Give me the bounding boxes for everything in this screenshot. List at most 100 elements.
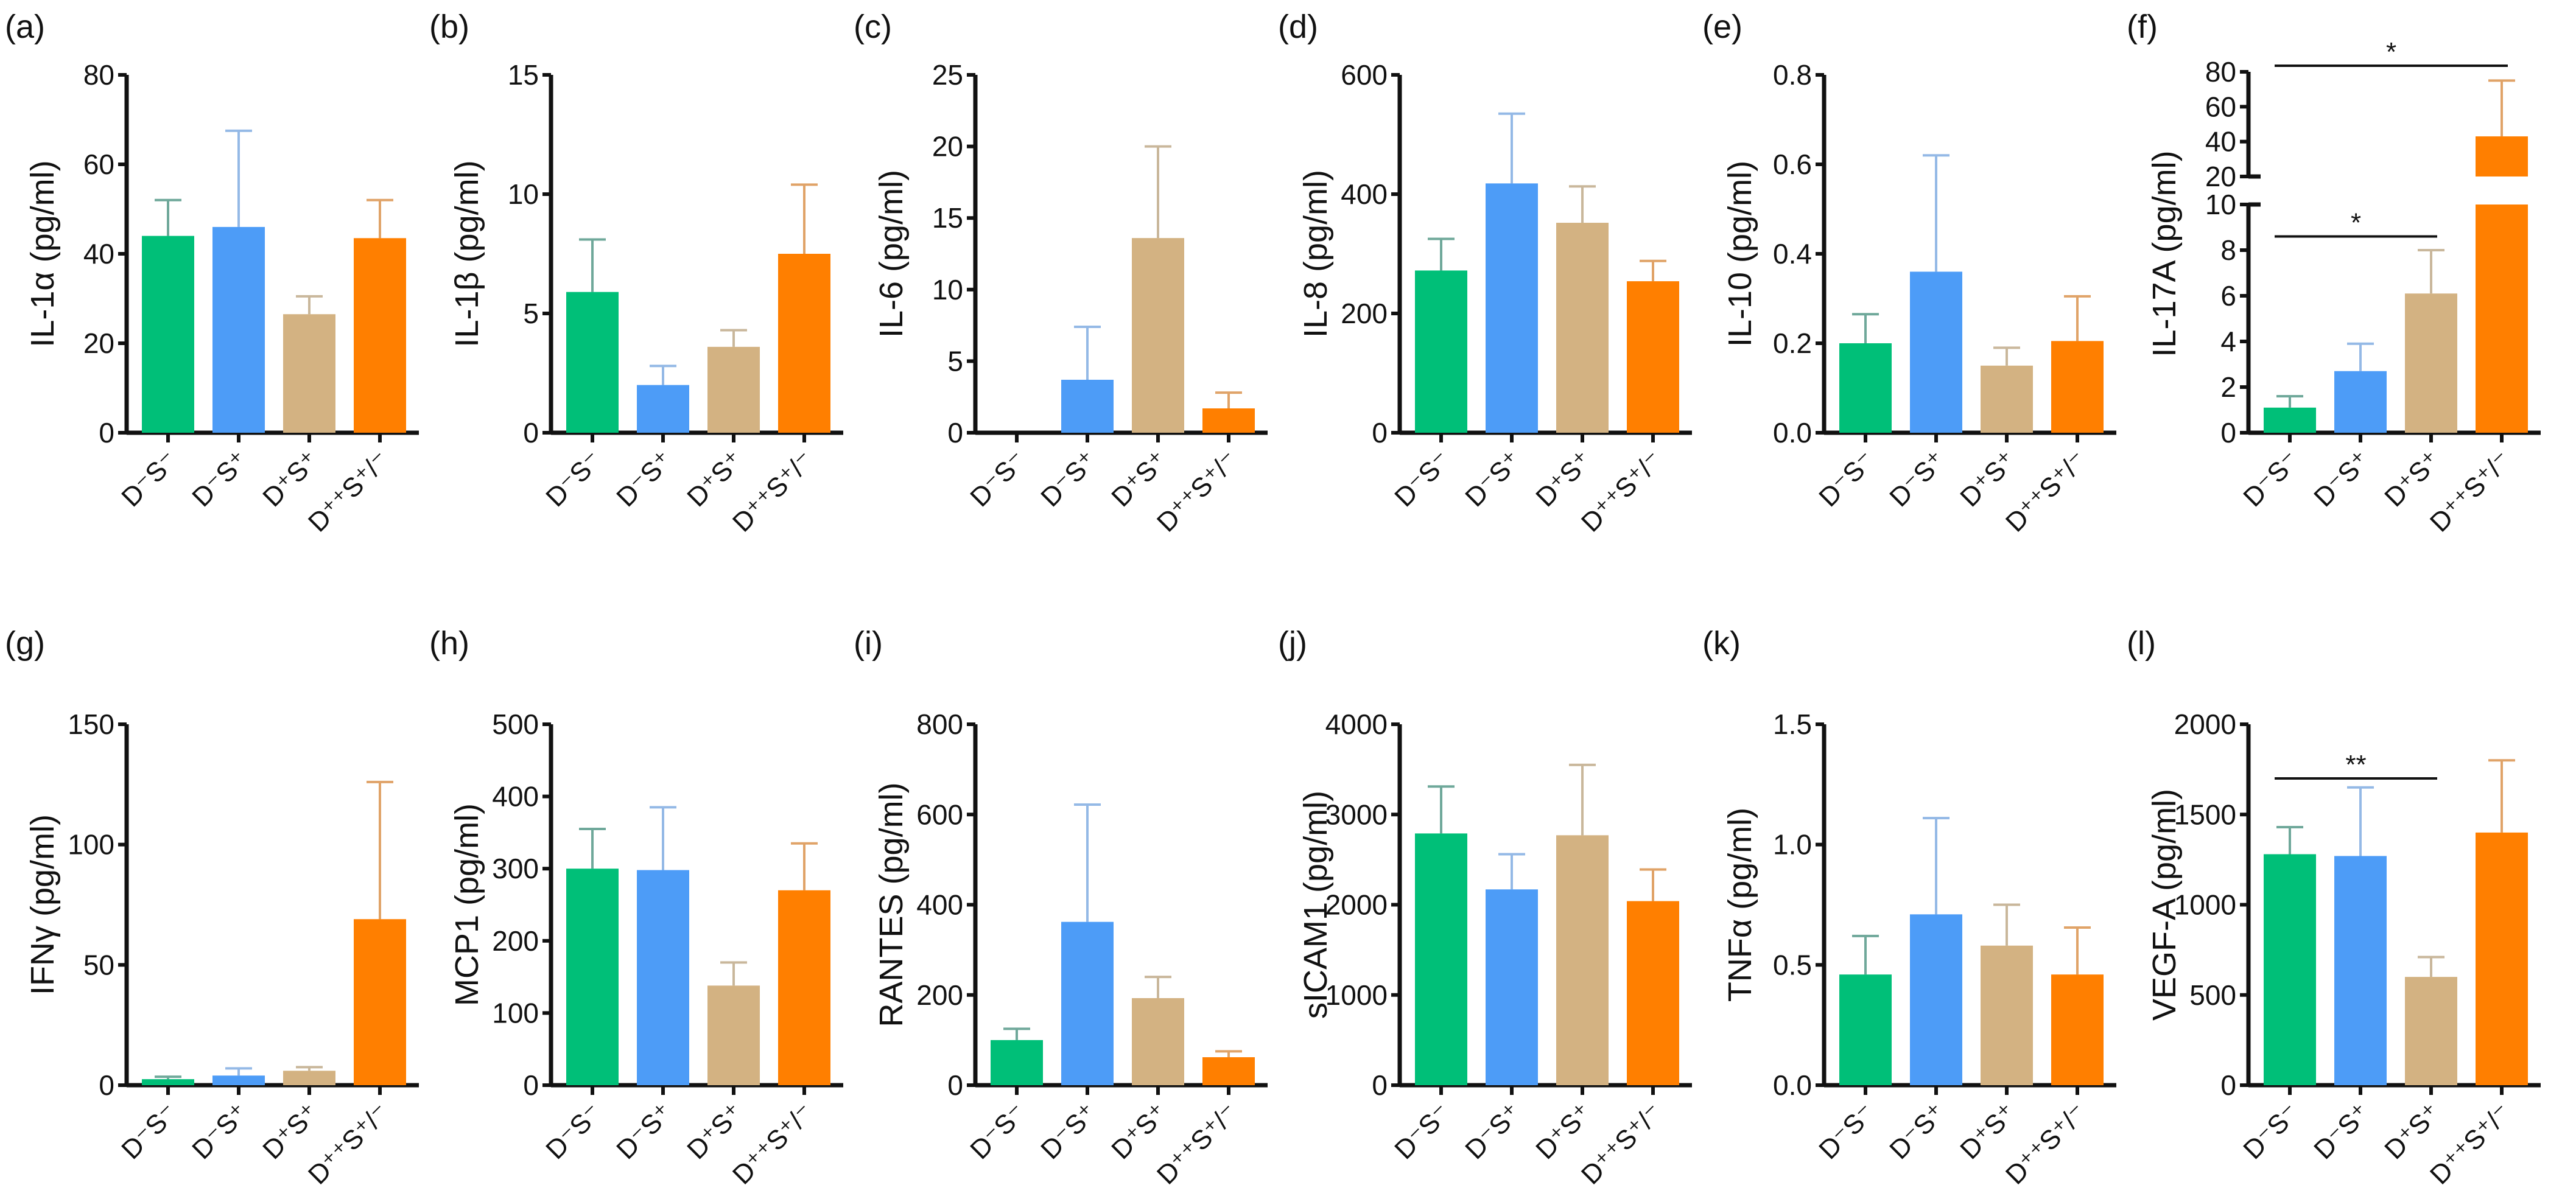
bar xyxy=(2051,974,2104,1085)
bar xyxy=(707,985,760,1085)
y-tick-label: 400 xyxy=(1341,178,1388,210)
bar xyxy=(354,919,406,1085)
y-tick-label: 40 xyxy=(83,238,114,270)
y-tick-label: 600 xyxy=(916,799,963,830)
x-tick-label: D⁻S⁺ xyxy=(1035,1097,1103,1165)
bar xyxy=(1627,281,1679,433)
x-tick-label: D⁺S⁺ xyxy=(2379,445,2446,512)
y-tick-label: 500 xyxy=(492,708,539,740)
panel-letter: (h) xyxy=(429,625,469,662)
x-tick-label: D⁻S⁻ xyxy=(540,1097,608,1165)
y-tick-label: 1000 xyxy=(1325,979,1388,1011)
y-tick-label: 100 xyxy=(68,829,114,861)
x-tick-label: D⁺S⁺ xyxy=(1106,445,1173,512)
panel-j: (j) sICAM1 (pg/ml) 0 1000 2000 3000 4000 D⁻S⁻ D⁻… xyxy=(1278,625,1692,1185)
panel-letter: (l) xyxy=(2127,625,2156,662)
x-tick-label: D⁻S⁺ xyxy=(1459,445,1527,512)
y-tick-label: 0 xyxy=(2220,1069,2236,1101)
bar xyxy=(2334,856,2387,1085)
x-tick-label: D⁻S⁻ xyxy=(964,445,1032,512)
y-tick-label: 0.0 xyxy=(1773,1069,1812,1101)
y-axis-label: IFNγ (pg/ml) xyxy=(24,814,61,995)
x-tick-label: D⁻S⁺ xyxy=(1035,445,1103,512)
bar xyxy=(2476,204,2528,433)
x-tick-label: D⁺S⁺ xyxy=(1530,1097,1598,1165)
x-tick-label: D⁻S⁻ xyxy=(1813,1097,1881,1165)
y-tick-label: 400 xyxy=(916,889,963,921)
y-tick-label: 0 xyxy=(2220,417,2236,449)
y-tick-label: 0 xyxy=(99,417,114,449)
bar xyxy=(1061,379,1114,433)
y-tick-label: 0 xyxy=(947,1069,963,1101)
y-tick-label: 0.0 xyxy=(1773,417,1812,449)
y-tick-label: 60 xyxy=(83,149,114,180)
bar-upper xyxy=(2476,136,2528,177)
y-tick-label: 0 xyxy=(1372,417,1388,449)
x-tick-label: D⁻S⁻ xyxy=(1813,445,1881,512)
panel-h: (h) MCP1 (pg/ml) 0 100 200 300 400 500 D⁻S⁻ D⁻S⁺ D… xyxy=(429,625,843,1185)
bar xyxy=(1910,271,1962,433)
y-tick-label: 1.5 xyxy=(1773,708,1812,740)
x-tick-label: D⁻S⁺ xyxy=(186,445,254,512)
panel-letter: (e) xyxy=(1702,9,1742,45)
bar xyxy=(1202,1057,1255,1085)
y-tick-label: 15 xyxy=(508,59,539,91)
y-tick-label: 1000 xyxy=(2174,889,2236,921)
bar xyxy=(637,870,689,1085)
bar xyxy=(1132,238,1184,433)
y-tick-label: 15 xyxy=(932,202,963,234)
bar xyxy=(1556,835,1609,1085)
y-tick-label: 300 xyxy=(492,853,539,884)
x-tick-label: D⁻S⁺ xyxy=(1459,1097,1527,1165)
x-tick-label: D⁻S⁻ xyxy=(2237,445,2305,512)
panel-l: (l) VEGF-A (pg/ml) 0 500 1000 1500 2000 D⁻S⁻ D⁻S… xyxy=(2127,625,2541,1185)
panel-letter: (d) xyxy=(1278,9,1318,45)
x-tick-label: D⁺S⁺ xyxy=(1106,1097,1173,1165)
x-tick-label: D⁺S⁺ xyxy=(257,1097,325,1165)
y-tick-label: 2000 xyxy=(1325,889,1388,921)
y-tick-label: 0 xyxy=(523,417,539,449)
x-tick-label: D⁺S⁺ xyxy=(1530,445,1598,512)
panel-letter: (c) xyxy=(854,9,892,45)
bar xyxy=(2264,407,2316,433)
bar xyxy=(1486,183,1538,433)
y-tick-label: 4000 xyxy=(1325,708,1388,740)
y-tick-label: 50 xyxy=(83,949,114,981)
y-tick-label: 400 xyxy=(492,781,539,813)
y-tick-label: 800 xyxy=(916,708,963,740)
bar xyxy=(2051,341,2104,433)
x-tick-label: D⁻S⁻ xyxy=(540,445,608,512)
bar xyxy=(1981,945,2033,1085)
bar xyxy=(1981,365,2033,433)
y-axis-label: IL-6 (pg/ml) xyxy=(873,170,910,338)
x-tick-label: D⁻S⁺ xyxy=(1884,1097,1951,1165)
y-tick-label: 0.6 xyxy=(1773,149,1812,180)
y-tick-label: 10 xyxy=(508,178,539,210)
y-tick-label: 0.2 xyxy=(1773,327,1812,359)
bar xyxy=(2264,854,2316,1085)
significance-marker: ** xyxy=(2345,750,2366,780)
x-tick-label: D⁺S⁺ xyxy=(1954,1097,2022,1165)
x-tick-label: D⁻S⁻ xyxy=(1389,1097,1456,1165)
y-tick-label: 60 xyxy=(2205,91,2236,122)
y-tick-label: 0 xyxy=(947,417,963,449)
y-axis-label: IL-1β (pg/ml) xyxy=(449,160,485,347)
y-tick-label: 200 xyxy=(1341,298,1388,329)
y-tick-label: 0 xyxy=(99,1069,114,1101)
bar xyxy=(778,254,830,433)
bar xyxy=(1486,889,1538,1085)
y-tick-label: 10 xyxy=(932,274,963,306)
panel-letter: (i) xyxy=(854,625,883,662)
bar xyxy=(1627,901,1679,1085)
bar xyxy=(283,1071,335,1085)
y-axis-label: RANTES (pg/ml) xyxy=(873,782,910,1027)
x-tick-label: D⁻S⁻ xyxy=(1389,445,1456,512)
bar xyxy=(2405,293,2457,433)
bar xyxy=(991,1040,1043,1085)
bar xyxy=(1061,921,1114,1085)
bar xyxy=(1839,974,1892,1085)
